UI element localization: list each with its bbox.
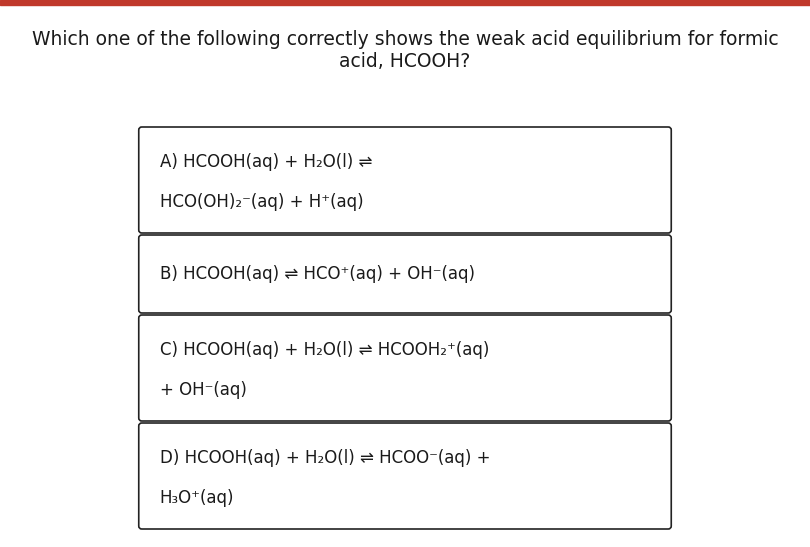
Text: Which one of the following correctly shows the weak acid equilibrium for formic: Which one of the following correctly sho… — [32, 30, 778, 49]
Bar — [0, 0, 810, 5]
FancyBboxPatch shape — [139, 235, 671, 313]
Text: + OH⁻(aq): + OH⁻(aq) — [160, 381, 246, 399]
FancyBboxPatch shape — [139, 315, 671, 421]
FancyBboxPatch shape — [139, 127, 671, 233]
Text: acid, HCOOH?: acid, HCOOH? — [339, 52, 471, 71]
Text: H₃O⁺(aq): H₃O⁺(aq) — [160, 489, 234, 507]
Text: HCO(OH)₂⁻(aq) + H⁺(aq): HCO(OH)₂⁻(aq) + H⁺(aq) — [160, 193, 364, 211]
Text: A) HCOOH(aq) + H₂O(l) ⇌: A) HCOOH(aq) + H₂O(l) ⇌ — [160, 153, 372, 171]
Text: B) HCOOH(aq) ⇌ HCO⁺(aq) + OH⁻(aq): B) HCOOH(aq) ⇌ HCO⁺(aq) + OH⁻(aq) — [160, 265, 475, 283]
Text: D) HCOOH(aq) + H₂O(l) ⇌ HCOO⁻(aq) +: D) HCOOH(aq) + H₂O(l) ⇌ HCOO⁻(aq) + — [160, 449, 490, 467]
FancyBboxPatch shape — [139, 423, 671, 529]
Text: C) HCOOH(aq) + H₂O(l) ⇌ HCOOH₂⁺(aq): C) HCOOH(aq) + H₂O(l) ⇌ HCOOH₂⁺(aq) — [160, 341, 489, 359]
